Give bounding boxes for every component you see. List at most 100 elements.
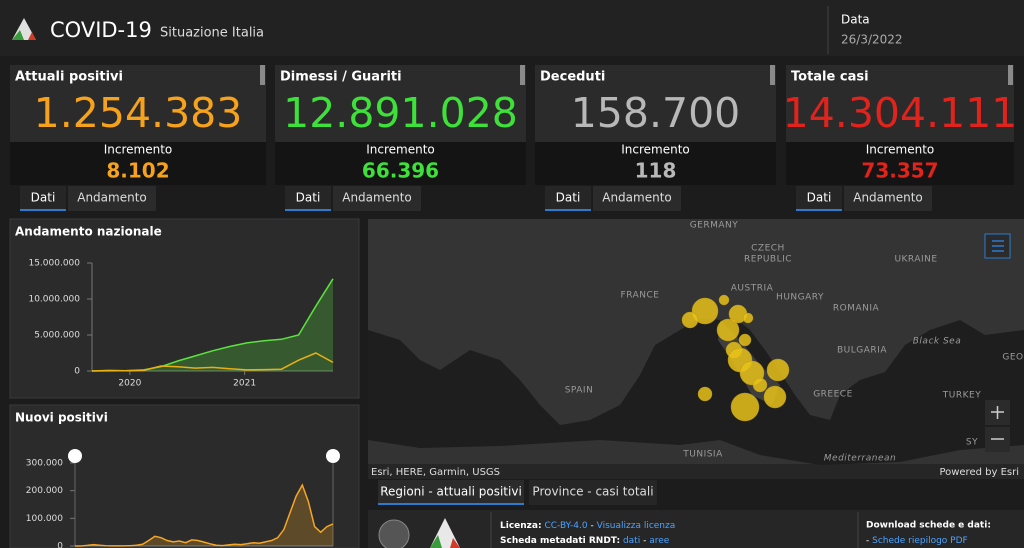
card-scrollbar: [1008, 65, 1013, 85]
map-label: Black Sea: [913, 337, 961, 347]
tab-label[interactable]: Andamento: [602, 191, 672, 205]
map-powered: Powered by Esri: [939, 467, 1019, 478]
map-tab[interactable]: [529, 480, 657, 505]
card-value: 1.254.383: [34, 89, 243, 137]
chart-panel: [9, 404, 360, 548]
attribution-bar: [368, 464, 1024, 479]
y-tick-label: 0: [74, 367, 80, 377]
date-label: Data: [841, 13, 870, 27]
map-tab-label[interactable]: Province - casi totali: [532, 485, 653, 499]
tab-label[interactable]: Andamento: [853, 191, 923, 205]
map-label: UKRAINE: [894, 255, 937, 265]
card-title: Attuali positivi: [15, 70, 123, 85]
separator: -: [643, 536, 646, 546]
tab[interactable]: [844, 186, 932, 211]
card-increment-band: [10, 142, 266, 185]
map-label: HUNGARY: [776, 293, 824, 303]
card-value: 12.891.028: [283, 89, 518, 137]
card-title: Deceduti: [540, 70, 605, 85]
increment-value: 8.102: [106, 159, 169, 183]
date-value: 26/3/2022: [841, 33, 903, 47]
metadata-link[interactable]: dati: [623, 536, 640, 546]
map-label: GEO: [1002, 353, 1023, 363]
chart-panel: [9, 218, 360, 399]
map-label: SPAIN: [565, 386, 594, 396]
app-title: COVID-19: [50, 18, 152, 42]
map-label: AUSTRIA: [731, 284, 774, 294]
card-scrollbar: [520, 65, 525, 85]
chart-title: Nuovi positivi: [15, 411, 108, 425]
increment-label: Incremento: [366, 143, 435, 157]
map-label: GERMANY: [690, 221, 739, 231]
download-link[interactable]: Schede riepilogo PDF: [872, 536, 968, 546]
increment-value: 73.357: [861, 159, 938, 183]
card-scrollbar: [770, 65, 775, 85]
map-label: TUNISIA: [682, 450, 723, 460]
emblem: [378, 519, 410, 548]
footer-panel: [368, 510, 1024, 548]
increment-label: Incremento: [866, 143, 935, 157]
logo: [12, 18, 36, 40]
slider-handle[interactable]: [326, 449, 340, 463]
y-tick-label: 10.000.000: [28, 295, 80, 305]
app-subtitle: Situazione Italia: [160, 26, 264, 41]
y-tick-label: 200.000: [26, 486, 63, 496]
tab[interactable]: [796, 186, 842, 211]
map-label: SY: [966, 438, 978, 448]
map-labels: GERMANY CZECH REPUBLIC UKRAINE FRANCE AU…: [565, 221, 1023, 464]
increment-value: 118: [635, 159, 677, 183]
map-tab-label[interactable]: Regioni - attuali positivi: [380, 485, 522, 499]
tab[interactable]: [285, 186, 331, 211]
card-increment-band: [275, 142, 526, 185]
tab[interactable]: [68, 186, 156, 211]
slider-handle[interactable]: [68, 449, 82, 463]
map-label: Mediterranean: [824, 454, 896, 464]
map-black-sea: [905, 332, 1005, 372]
increment-label: Incremento: [621, 143, 690, 157]
map-land: [368, 219, 1024, 425]
tab[interactable]: [333, 186, 421, 211]
card-scrollbar: [260, 65, 265, 85]
y-tick-label: 100.000: [26, 514, 63, 524]
series-area: [92, 278, 333, 371]
footer-logo-green: [430, 535, 442, 548]
map-label: GREECE: [813, 390, 853, 400]
tab-label[interactable]: Andamento: [342, 191, 412, 205]
tab-label[interactable]: Dati: [807, 191, 832, 205]
map-tab[interactable]: [378, 480, 524, 505]
map-label: TURKEY: [942, 391, 981, 401]
license-link[interactable]: Visualizza licenza: [597, 521, 676, 531]
tab-label[interactable]: Dati: [556, 191, 581, 205]
y-tick-label: 300.000: [26, 459, 63, 469]
tab[interactable]: [545, 186, 591, 211]
card-increment-band: [535, 142, 776, 185]
map-label: BULGARIA: [837, 346, 887, 356]
card-value: 14.304.111: [783, 89, 1018, 137]
map-label: FRANCE: [621, 291, 660, 301]
map-bubbles: [681, 294, 790, 422]
chart-title: Andamento nazionale: [15, 225, 162, 239]
tab-label[interactable]: Dati: [31, 191, 56, 205]
license[interactable]: CC-BY-4.0: [544, 521, 587, 531]
tab-label[interactable]: Dati: [296, 191, 321, 205]
map-label: CZECH: [751, 244, 785, 254]
tab[interactable]: [20, 186, 66, 211]
tab-label[interactable]: Andamento: [77, 191, 147, 205]
map-label: REPUBLIC: [744, 255, 792, 265]
map: GERMANY CZECH REPUBLIC UKRAINE FRANCE AU…: [368, 219, 1024, 479]
card-title: Totale casi: [791, 70, 869, 85]
x-tick-label: 2020: [118, 379, 141, 389]
footer-line: - Schede riepilogo PDF: [866, 536, 968, 546]
tab[interactable]: [593, 186, 681, 211]
legend-icon: [992, 240, 1004, 252]
header-bar: [0, 0, 1024, 56]
metadata-label: Scheda metadati RNDT:: [500, 536, 620, 546]
license-label: Licenza:: [500, 521, 542, 531]
metadata-link[interactable]: aree: [649, 536, 670, 546]
footer-logo-red: [450, 538, 460, 548]
y-tick-label: 5.000.000: [34, 331, 80, 341]
y-tick-label: 15.000.000: [28, 259, 80, 269]
download-label: Download schede e dati:: [866, 521, 991, 531]
